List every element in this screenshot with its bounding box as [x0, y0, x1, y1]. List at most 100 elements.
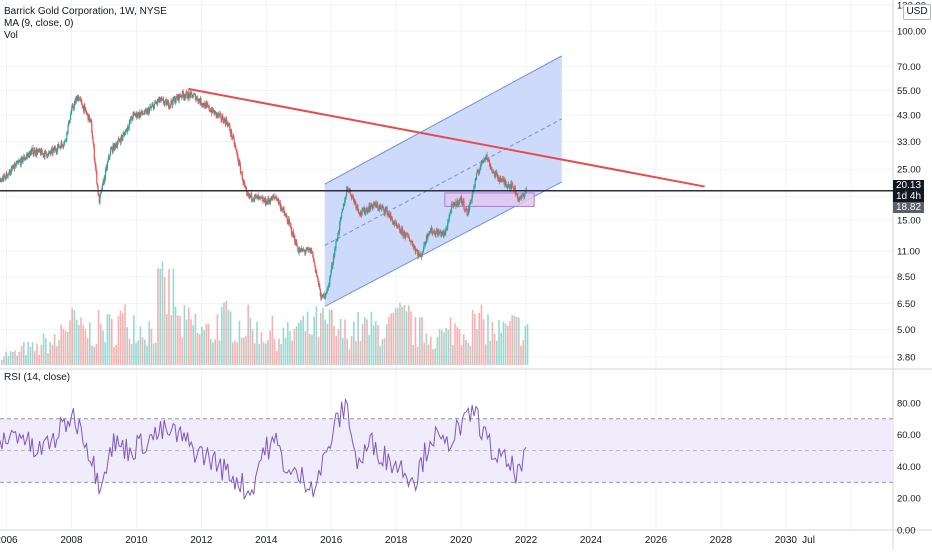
candle-body [63, 144, 65, 147]
candle-body [400, 228, 403, 234]
parallel-channel[interactable] [324, 55, 562, 307]
candle-body [36, 151, 39, 155]
candle-body [421, 253, 423, 257]
candle-body [0, 179, 2, 181]
candle-body [136, 116, 138, 118]
candle-body [127, 126, 129, 129]
volume-bar [212, 342, 214, 365]
volume-bar [322, 307, 324, 365]
candle-body [131, 116, 133, 119]
candle-body [208, 105, 210, 111]
candle-body [118, 138, 120, 141]
candle-body [57, 144, 59, 148]
candle-body [226, 119, 228, 124]
volume-bar [350, 335, 353, 365]
candle-body [228, 125, 230, 127]
volume-bar [45, 338, 47, 365]
candle-body [168, 101, 170, 108]
volume-bar [410, 311, 412, 365]
price-axis-label: 3.80 [897, 352, 916, 363]
candle-body [20, 161, 22, 165]
candle-body [477, 172, 479, 173]
candle-body [393, 223, 395, 225]
candle-body [387, 213, 390, 214]
volume-bar [210, 339, 212, 365]
candle-body [454, 202, 456, 203]
candle-body [45, 151, 47, 155]
candle-body [523, 193, 526, 198]
candle-body [392, 223, 395, 225]
volume-bar [199, 334, 201, 365]
legend-ma[interactable]: MA (9, close, 0) [4, 18, 74, 29]
candle-body [122, 134, 124, 139]
candle-body [364, 212, 366, 214]
candle-body [179, 94, 181, 97]
candle-body [59, 146, 62, 149]
candle-body [8, 173, 10, 175]
candle-body [438, 231, 440, 234]
volume-bar [331, 309, 333, 365]
candle-body [53, 147, 55, 151]
candle-body [61, 144, 64, 147]
candle-body [28, 153, 30, 158]
candle-body [11, 167, 14, 169]
candle-body [325, 293, 327, 295]
candle-body [83, 106, 85, 112]
time-axis-label: 2008 [60, 535, 83, 546]
candle-body [168, 107, 170, 109]
rsi-line[interactable] [0, 397, 527, 500]
candle-body [460, 196, 462, 200]
candle-body [315, 271, 317, 273]
candle-body [312, 251, 314, 258]
channel-upper-line[interactable] [324, 55, 563, 185]
candle-body [286, 217, 288, 222]
candle-body [199, 100, 201, 104]
candle-body [46, 156, 49, 158]
volume-bar [309, 334, 311, 365]
candle-body [116, 144, 118, 147]
candle-body [301, 248, 303, 250]
volume-bar [320, 312, 322, 365]
candle-body [164, 99, 167, 102]
candle-body [424, 242, 426, 245]
candle-body [382, 206, 384, 208]
candle-body [61, 142, 63, 145]
candle-body [321, 294, 323, 296]
candle-body [293, 236, 295, 238]
candle-body [30, 151, 32, 156]
volume-bar [344, 319, 346, 365]
volume-bar [348, 349, 351, 365]
candle-body [123, 133, 125, 135]
candle-body [296, 245, 298, 247]
candle-body [399, 230, 401, 232]
currency-badge[interactable]: USD [903, 4, 931, 20]
volume-bar [243, 337, 245, 365]
time-axis-label: 2030 [775, 535, 798, 546]
candle-body [328, 285, 330, 287]
candle-body [450, 204, 453, 213]
legend-vol[interactable]: Vol [4, 30, 18, 41]
candle-body [229, 130, 232, 134]
candle-body [143, 113, 145, 115]
candle-body [455, 204, 457, 207]
candle-body [468, 207, 470, 211]
candle-body [58, 144, 60, 148]
volume-bar [150, 328, 153, 365]
candle-body [69, 114, 72, 120]
legend-symbol[interactable]: Barrick Gold Corporation, 1W, NYSE [4, 6, 167, 17]
candle-body [7, 174, 9, 177]
volume-bar [390, 313, 392, 365]
candle-body [245, 188, 247, 191]
resistance-trendline[interactable] [188, 87, 705, 188]
candle-body [92, 138, 94, 143]
volume-bar [221, 306, 223, 365]
candle-body [32, 147, 34, 155]
legend-rsi[interactable]: RSI (14, close) [4, 372, 71, 383]
support-zone[interactable] [444, 192, 535, 207]
candle-body [184, 95, 187, 98]
candle-body [430, 230, 432, 233]
candle-body [484, 157, 486, 159]
candle-body [334, 248, 336, 257]
